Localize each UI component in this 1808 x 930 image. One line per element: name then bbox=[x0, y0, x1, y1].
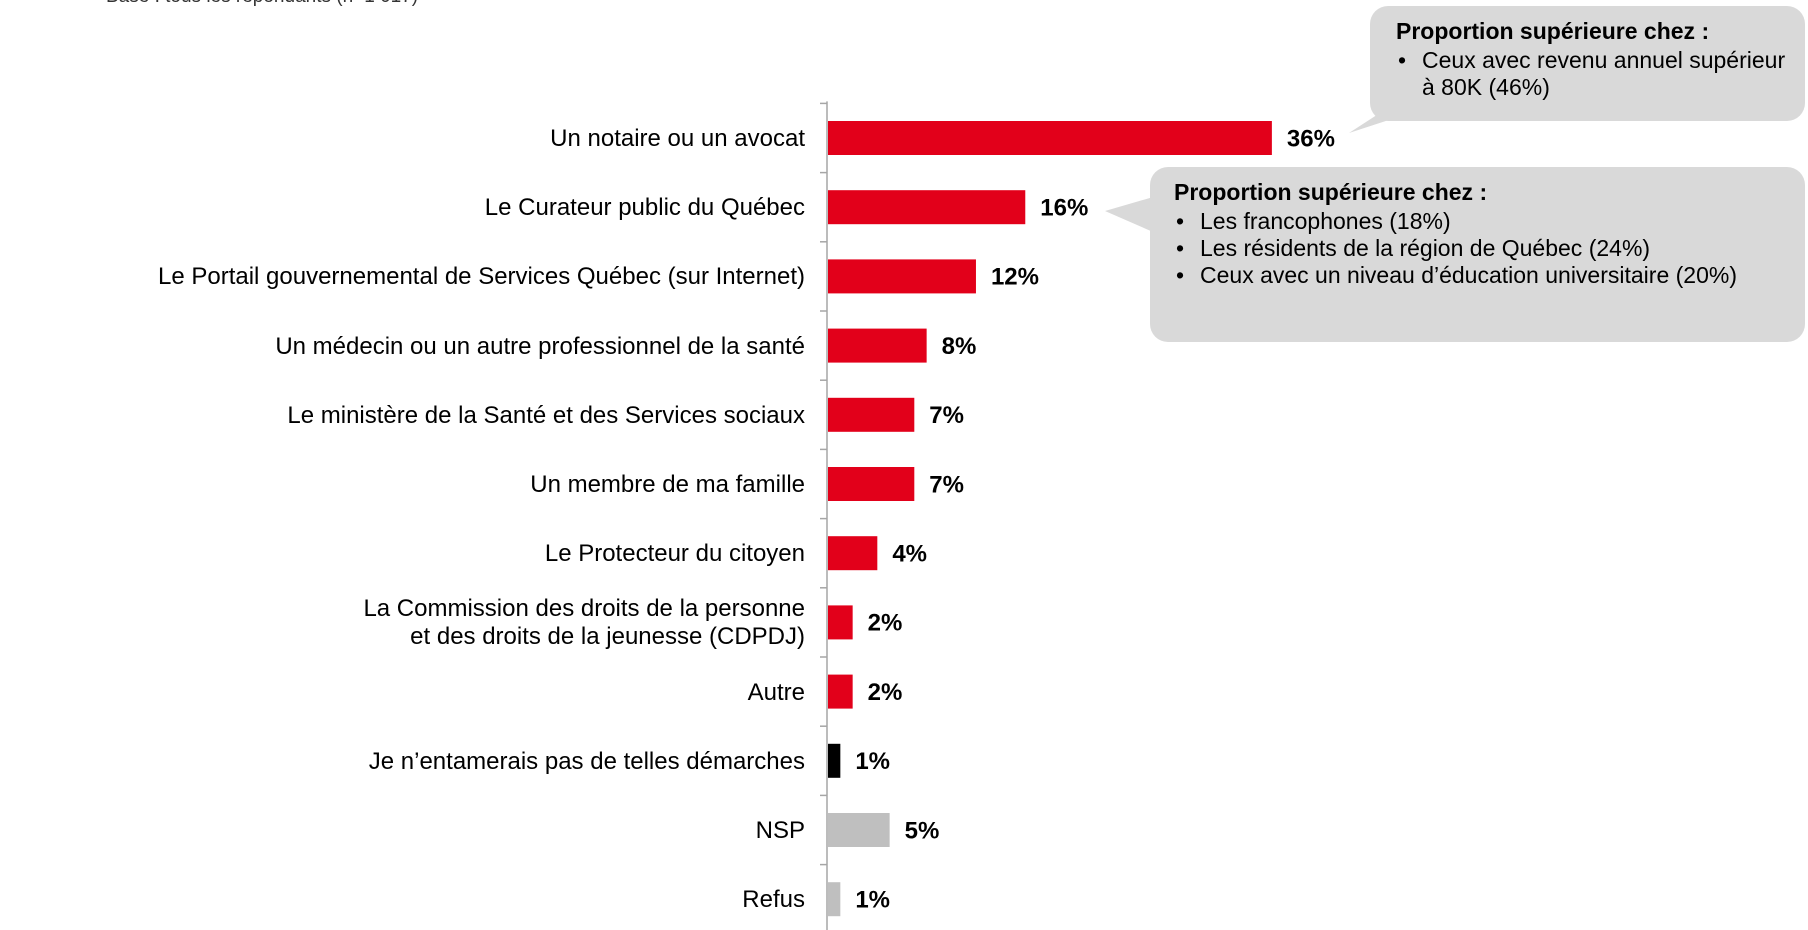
value-label: 4% bbox=[892, 541, 927, 568]
value-label: 1% bbox=[855, 748, 890, 775]
bar bbox=[828, 674, 853, 709]
category-label: Autre bbox=[747, 678, 805, 706]
category-label: Le Portail gouvernemental de Services Qu… bbox=[157, 263, 805, 291]
value-label: 1% bbox=[855, 887, 890, 914]
category-label: Refus bbox=[742, 886, 805, 914]
bar bbox=[828, 121, 1272, 155]
value-label: 8% bbox=[942, 333, 977, 360]
callout-item: Les résidents de la région de Québec (24… bbox=[1174, 235, 1789, 262]
bar bbox=[828, 259, 976, 294]
bar bbox=[828, 467, 915, 501]
category-label: La Commission des droits de la personne … bbox=[363, 595, 805, 651]
base-note: Base : tous les répondants (n=1 017) bbox=[106, 0, 418, 8]
value-label: 12% bbox=[991, 264, 1039, 291]
callout-list: Ceux avec revenu annuel supérieur à 80K … bbox=[1396, 47, 1789, 101]
value-label: 16% bbox=[1040, 195, 1088, 222]
bar bbox=[828, 743, 841, 778]
callout: Proportion supérieure chez : Les francoph… bbox=[1150, 167, 1805, 342]
bar bbox=[828, 882, 841, 917]
category-label: Le Curateur public du Québec bbox=[484, 194, 805, 222]
callout-list: Les francophones (18%)Les résidents de l… bbox=[1174, 208, 1789, 289]
value-label: 5% bbox=[905, 817, 940, 844]
callout-item: Les francophones (18%) bbox=[1174, 208, 1789, 235]
callout-title: Proportion supérieure chez : bbox=[1174, 179, 1488, 205]
value-label: 36% bbox=[1287, 125, 1335, 152]
category-label: Le ministère de la Santé et des Services… bbox=[287, 401, 805, 429]
callout: Proportion supérieure chez : Ceux avec re… bbox=[1370, 6, 1805, 121]
category-label: Le Protecteur du citoyen bbox=[544, 540, 805, 568]
callout-title: Proportion supérieure chez : bbox=[1396, 18, 1710, 44]
bar bbox=[828, 813, 890, 847]
callout-item: Ceux avec un niveau d’éducation universi… bbox=[1174, 262, 1789, 289]
category-label: Un médecin ou un autre professionnel de … bbox=[275, 332, 805, 360]
bar bbox=[828, 190, 1026, 225]
bar bbox=[828, 605, 853, 640]
value-label: 7% bbox=[929, 402, 964, 429]
bar bbox=[828, 397, 915, 432]
callout-item: Ceux avec revenu annuel supérieur à 80K … bbox=[1396, 47, 1789, 101]
category-label: NSP bbox=[755, 817, 805, 844]
value-label: 2% bbox=[868, 679, 903, 706]
value-label: 7% bbox=[929, 471, 964, 498]
category-label: Un membre de ma famille bbox=[530, 471, 805, 498]
bar bbox=[828, 536, 878, 571]
callout-pointer bbox=[1105, 195, 1160, 235]
value-label: 2% bbox=[868, 610, 903, 637]
category-label: Un notaire ou un avocat bbox=[550, 125, 805, 152]
bar bbox=[828, 328, 927, 363]
category-label: Je n’entamerais pas de telles démarches bbox=[368, 747, 805, 775]
